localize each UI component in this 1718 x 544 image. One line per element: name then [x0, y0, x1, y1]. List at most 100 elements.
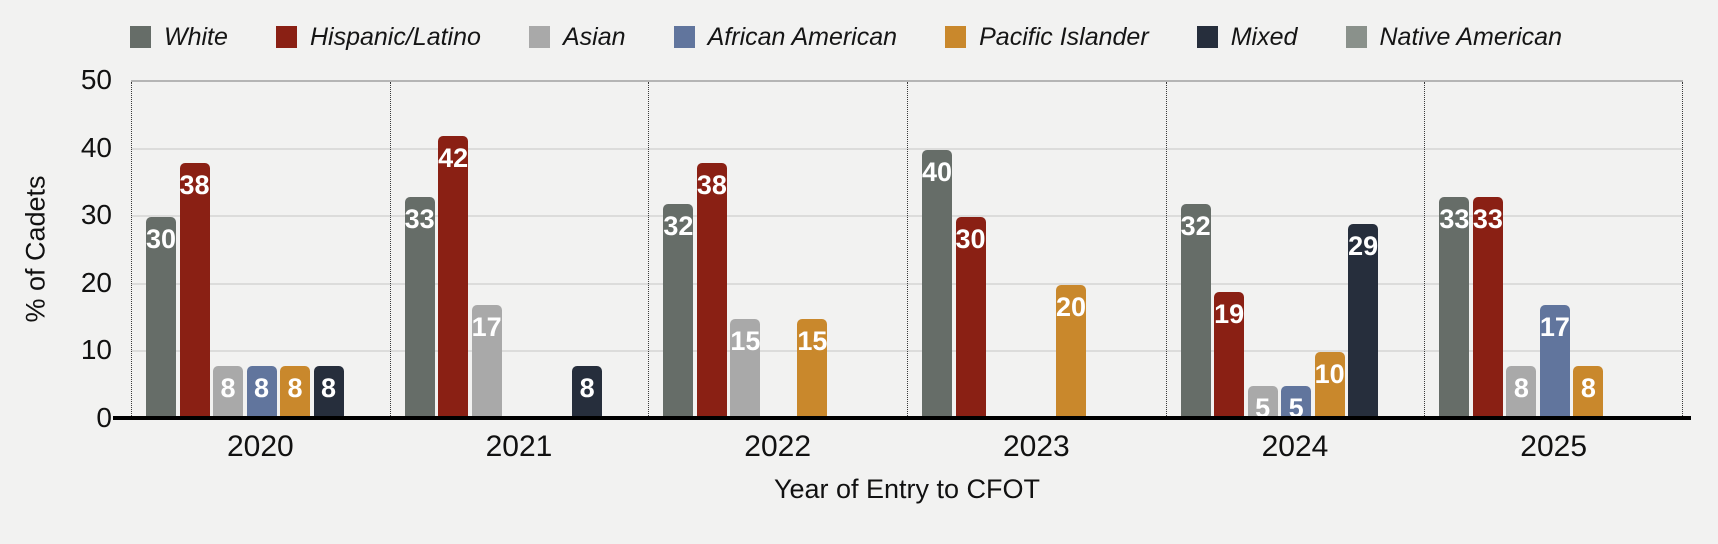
y-tick-label-0: 0: [96, 402, 112, 433]
group-separator: [907, 82, 908, 420]
plot-area: 30 38 8 8 8 8 33 42 17 8 32 38 15 15 40 30 20 32 19 5 5 10 29 3…: [131, 80, 1683, 424]
legend-swatch-white: [130, 26, 151, 48]
bar-value-label: 33: [404, 203, 435, 234]
bar-pacific-islander-2022: 15: [797, 318, 828, 420]
bar-value-label: 15: [797, 325, 828, 356]
y-axis-title: % of Cadets: [20, 175, 51, 323]
bar-hispanic-latino-2023: 30: [955, 217, 986, 420]
y-tick-label-40: 40: [80, 131, 112, 163]
legend-label: Asian: [563, 22, 626, 51]
y-tick-label-20: 20: [80, 266, 112, 298]
legend-swatch-native-american: [1345, 26, 1367, 48]
bar-african-american-2025: 17: [1539, 305, 1570, 420]
x-tick-label-2025: 2025: [1520, 430, 1588, 463]
bar-white-2025: 33: [1439, 196, 1470, 420]
bar-value-label: 8: [253, 372, 270, 403]
bar-asian-2024: 5: [1247, 386, 1278, 424]
legend-item-pacific-islander: Pacific Islander: [945, 23, 1149, 52]
legend-label: Pacific Islander: [979, 22, 1149, 51]
x-tick-label-2023: 2023: [1002, 430, 1070, 463]
bar-mixed-2020: 8: [313, 365, 344, 420]
bar-white-2024: 32: [1180, 203, 1211, 420]
bar-hispanic-latino-2025: 33: [1472, 196, 1503, 420]
legend-swatch-african-american: [673, 26, 695, 48]
group-separator: [131, 82, 132, 420]
group-separator: [1165, 82, 1167, 420]
bar-hispanic-latino-2024: 19: [1214, 291, 1245, 420]
bar-value-label: 19: [1214, 298, 1245, 329]
y-tick-label-50: 50: [80, 64, 112, 95]
bar-african-american-2020: 8: [246, 365, 277, 420]
bar-value-label: 15: [730, 325, 761, 356]
bar-asian-2022: 15: [730, 318, 761, 420]
bar-value-label: 8: [287, 372, 303, 403]
bar-value-label: 8: [320, 372, 337, 403]
bar-value-label: 30: [146, 224, 177, 255]
bar-value-label: 17: [471, 312, 502, 343]
bar-value-label: 32: [1180, 210, 1211, 241]
legend-item-asian: Asian: [529, 23, 626, 52]
bar-mixed-2021: 8: [572, 365, 603, 420]
legend-label: African American: [707, 22, 898, 51]
bar-value-label: 10: [1314, 359, 1345, 390]
group-separator: [648, 82, 650, 420]
bar-white-2020: 30: [146, 217, 176, 420]
group-separator: [1424, 82, 1426, 420]
bar-value-label: 33: [1472, 203, 1503, 234]
bar-asian-2021: 17: [471, 305, 502, 420]
bar-value-label: 8: [579, 372, 595, 403]
legend-label: Native American: [1379, 22, 1562, 51]
bar-value-label: 38: [179, 170, 210, 201]
y-tick-label-30: 30: [80, 199, 112, 231]
bar-african-american-2024: 5: [1281, 386, 1312, 424]
bar-pacific-islander-2020: 8: [280, 365, 310, 420]
bar-white-2023: 40: [922, 149, 953, 420]
bar-value-label: 32: [663, 210, 694, 241]
bar-value-label: 30: [955, 224, 986, 255]
bar-asian-2020: 8: [213, 365, 243, 420]
legend-item-white: White: [130, 23, 228, 52]
bar-hispanic-latino-2021: 42: [438, 136, 468, 420]
y-tick-label-10: 10: [80, 334, 112, 366]
bar-value-label: 5: [1288, 393, 1304, 424]
legend-label: Mixed: [1230, 22, 1298, 51]
legend-label: Hispanic/Latino: [309, 22, 481, 51]
bar-value-label: 17: [1539, 312, 1570, 343]
bar-pacific-islander-2024: 10: [1314, 352, 1345, 420]
x-tick-label-2024: 2024: [1261, 430, 1329, 463]
bar-value-label: 42: [438, 143, 469, 174]
x-tick-label-2022: 2022: [744, 430, 812, 463]
legend-item-mixed: Mixed: [1196, 22, 1298, 52]
bar-value-label: 8: [1580, 372, 1596, 403]
bar-asian-2025: 8: [1506, 365, 1537, 420]
bar-white-2021: 33: [404, 196, 435, 420]
bar-value-label: 29: [1348, 230, 1379, 261]
bar-value-label: 33: [1439, 203, 1470, 234]
group-separator: [389, 82, 391, 420]
bar-white-2022: 32: [663, 203, 694, 420]
legend-item-african-american: African American: [673, 22, 898, 52]
legend-swatch-mixed: [1196, 26, 1218, 48]
bar-pacific-islander-2025: 8: [1573, 365, 1604, 420]
bar-value-label: 40: [922, 156, 953, 187]
legend-item-hispanic-latino: Hispanic/Latino: [275, 22, 481, 52]
bar-value-label: 38: [696, 170, 727, 201]
bar-hispanic-latino-2020: 38: [179, 163, 210, 420]
legend-swatch-hispanic-latino: [275, 26, 297, 48]
chart-legend: White Hispanic/Latino Asian African America…: [130, 20, 1562, 54]
bar-value-label: 8: [220, 372, 236, 403]
x-tick-label-2021: 2021: [485, 430, 553, 463]
bar-value-label: 5: [1255, 393, 1271, 424]
bar-pacific-islander-2023: 20: [1056, 284, 1087, 420]
bar-mixed-2024: 29: [1348, 223, 1379, 420]
legend-swatch-pacific-islander: [945, 26, 967, 48]
bar-hispanic-latino-2022: 38: [696, 163, 727, 420]
x-tick-label-2020: 2020: [226, 430, 294, 463]
legend-swatch-asian: [529, 26, 550, 48]
bar-value-label: 20: [1056, 291, 1087, 322]
x-axis-title: Year of Entry to CFOT: [773, 474, 1041, 504]
x-axis-line: [113, 416, 1691, 420]
group-separator: [1682, 82, 1683, 420]
bar-value-label: 8: [1513, 372, 1529, 403]
legend-item-native-american: Native American: [1345, 22, 1562, 52]
